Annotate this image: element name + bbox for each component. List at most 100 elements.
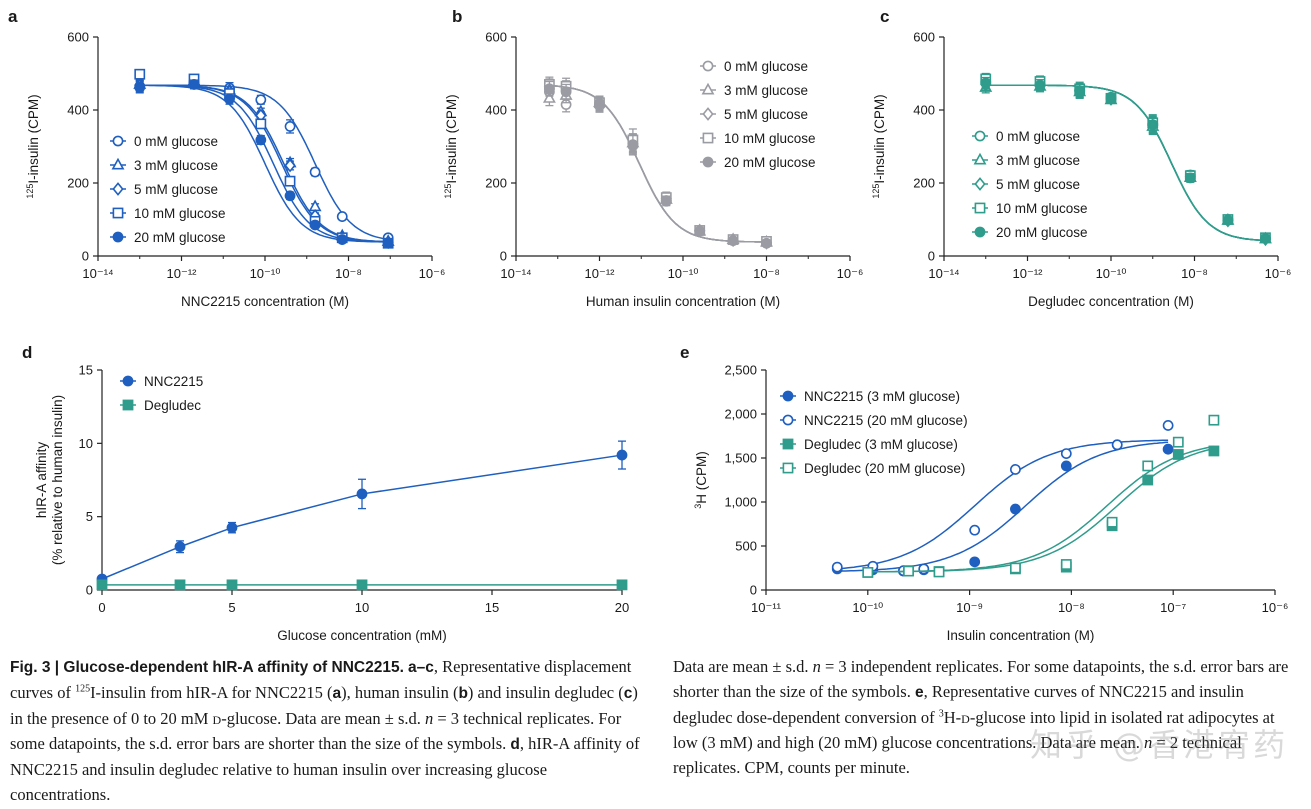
data-point [594,98,605,109]
legend-label: Degludec (20 mM glucose) [804,461,965,476]
data-point [782,414,794,426]
data-point [336,234,348,245]
data-point [969,524,981,536]
data-point [974,202,986,214]
data-point [974,130,986,142]
legend-label: 20 mM glucose [724,155,816,170]
series-degludec [96,579,628,591]
data-point [933,566,945,578]
data-point [544,83,555,95]
y-tick-label: 400 [485,103,507,118]
y-tick-label: 1,000 [724,495,757,510]
data-point [174,579,186,591]
data-point [284,175,296,187]
panel-ref-c: c [623,685,633,702]
data-point [382,237,394,249]
watermark: 知乎 @香港宥药 [1030,726,1289,764]
data-point [1010,503,1021,515]
data-point [122,399,134,411]
data-point [660,195,672,206]
y-tick-label: 0 [500,249,507,264]
data-point [112,231,124,243]
caption-text: ) in the presence of 0 to 20 mM [10,683,638,728]
data-point [112,182,124,196]
data-point [174,541,186,553]
y-axis-label-main: I-insulin (CPM) [444,94,459,183]
series-nnc2215 [96,440,628,585]
y-tick-label: 10 [79,436,93,451]
x-tick-label: 10⁻¹⁴ [928,266,959,281]
y-axis-label: hIR-A affinity [34,442,49,519]
legend-label: 0 mM glucose [134,134,218,149]
data-point [560,86,572,98]
y-axis-label-sup: 125 [443,184,453,199]
figure-caption-left: Fig. 3 | Glucose-dependent hIR-A affinit… [10,654,650,807]
y-axis-label-main: I-insulin (CPM) [26,94,41,183]
x-tick-label: 10⁻⁸ [753,266,780,281]
y-axis-label: 125I-insulin (CPM) [443,94,459,198]
n-symbol: n [425,709,434,728]
data-point [782,438,794,450]
data-point [112,207,124,219]
data-point [255,134,267,146]
fit-curve [867,447,1215,573]
data-point [862,566,874,578]
data-point [356,488,368,500]
caption-text: I-insulin from hIR-A for NNC2215 ( [90,683,333,702]
x-tick-label: 10⁻¹⁴ [500,266,531,281]
y-axis-label-line2: (% relative to human insulin) [50,395,65,565]
caption-text: , Representative displacement curves of [10,657,632,702]
y-axis-label-sup: 125 [871,184,881,199]
data-point [1010,562,1021,574]
d-prefix: d [212,709,222,728]
data-point [309,166,321,178]
x-tick-label: 10⁻¹² [1013,266,1044,281]
data-point [1074,85,1086,97]
panel-ref-e: e [914,684,924,701]
caption-text: ) and insulin degludec ( [467,683,624,702]
panel-ref-ac: a–c [408,659,434,676]
caption-text: = 3 technical replicates. For some datap… [10,709,622,753]
chart-panel-e: e 0 500 1,000 1,500 2,000 2,500 10⁻¹¹ 10⁻¹⁰ 10⁻⁹ 1… [680,343,1288,643]
x-tick-label: 20 [615,600,629,615]
y-tick-label: 400 [67,103,89,118]
fit-curve [837,441,1169,572]
x-tick-label: 10⁻¹¹ [751,600,782,615]
caption-text: , hIR-A affinity of NNC2215 and insulin … [10,734,640,804]
caption-text: = 3 independent replicates. For some dat… [673,657,1289,701]
data-point [1222,214,1234,226]
y-tick-label: 600 [67,30,89,45]
y-tick-label: 200 [67,176,89,191]
caption-text: Data are mean ± s.d. [673,657,813,676]
data-point [111,157,125,170]
x-tick-label: 10⁻¹² [167,266,198,281]
y-tick-label: 0 [750,583,757,598]
data-point [702,60,714,72]
data-point [112,135,124,147]
y-tick-label: 500 [735,539,757,554]
x-axis-label: Insulin concentration (M) [947,628,1095,643]
y-tick-label: 0 [928,249,935,264]
y-tick-label: 2,500 [724,363,757,378]
legend-label: 20 mM glucose [996,225,1088,240]
caption-text: -glucose into lipid in isolated rat adip… [673,708,1275,752]
data-point [918,563,930,575]
fit-curve [985,84,1266,242]
n-symbol: n [1144,733,1153,752]
x-axis-label: NNC2215 concentration (M) [181,294,349,309]
x-tick-label: 10⁻¹⁰ [250,266,281,281]
data-point [782,390,794,402]
caption-text: ), human insulin ( [341,683,459,702]
data-point [694,225,706,237]
data-point [1106,516,1118,528]
data-point [284,121,296,132]
y-tick-label: 600 [485,30,507,45]
chart-panel-d: d 0 5 10 15 0 5 10 15 20 Glucose concentration (mM… [22,343,629,643]
panel-label: c [880,7,889,26]
data-point [284,190,296,202]
data-point [1208,414,1220,426]
legend-label: 10 mM glucose [996,201,1088,216]
y-tick-label: 600 [913,30,935,45]
data-point [1172,449,1184,460]
data-point [1105,92,1117,104]
